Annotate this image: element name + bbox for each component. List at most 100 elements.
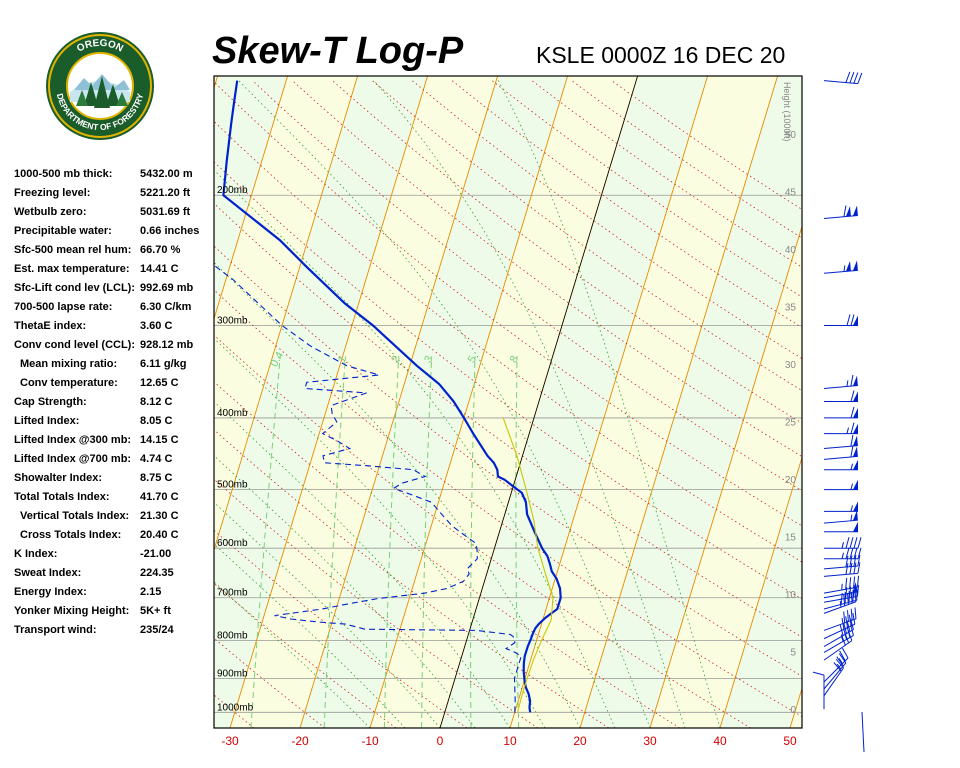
stat-label: K Index: [14, 548, 58, 560]
wind-barb-flag [845, 206, 851, 217]
station-time-label: KSLE 0000Z 16 DEC 20 [536, 42, 786, 68]
wind-barb-feather [853, 537, 858, 549]
wind-barb-feather [853, 547, 858, 559]
stat-value: 6.11 g/kg [140, 358, 187, 370]
mixing-ratio-line [323, 356, 346, 728]
wind-barb [824, 521, 858, 533]
wind-barb-feather [845, 71, 851, 83]
wind-barb-feather [850, 608, 853, 621]
page-title: Skew-T Log-P [212, 30, 464, 72]
moist-adiabat-line [214, 261, 581, 728]
stat-value: 224.35 [140, 567, 174, 579]
wind-barb-half-feather [850, 483, 853, 490]
moist-adiabat-line [214, 169, 616, 728]
wind-barb-flag [853, 501, 858, 512]
dry-adiabat-line [372, 80, 802, 392]
dry-adiabat-line [214, 202, 802, 638]
wind-barb-staff [823, 657, 849, 683]
wind-barb [824, 422, 858, 435]
wind-barb-staff [823, 640, 853, 661]
wind-barb-feather [849, 547, 854, 559]
isotherm-line [0, 76, 78, 728]
wind-barb [824, 459, 858, 471]
wind-barb [823, 374, 858, 390]
wind-barb-feather [812, 671, 825, 676]
stat-row: Sfc-Lift cond lev (LCL): 992.69 mb [14, 282, 214, 301]
mixing-ratio-line [250, 356, 281, 728]
wind-barb-staff [823, 591, 858, 599]
wind-barb-staff [823, 601, 857, 614]
wind-barb-staff [823, 519, 858, 524]
wind-barb-staff [823, 618, 857, 631]
wind-barb-feather [846, 314, 851, 326]
stat-label: Freezing level: [14, 187, 91, 199]
stat-row: Lifted Index @700 mb: 4.74 C [14, 453, 214, 472]
wind-barb-staff [823, 667, 844, 697]
stat-row: Transport wind: 235/24 [14, 624, 214, 643]
logo-ring-gold [48, 34, 152, 138]
stat-label: Precipitable water: [14, 225, 112, 237]
logo-seal: OREGON DEPARTMENT OF FORESTRY [46, 32, 154, 140]
stat-label: Cap Strength: [14, 396, 87, 408]
height-tick-label: 15 [785, 533, 797, 544]
moist-adiabat-line [214, 401, 511, 728]
wind-barb-flag [852, 375, 858, 386]
pressure-label: 600mb [217, 538, 248, 549]
wind-barb-staff [823, 445, 858, 450]
stat-row: Lifted Index @300 mb: 14.15 C [14, 434, 214, 453]
dry-adiabat-line [214, 429, 610, 728]
oregon-forestry-logo: OREGON DEPARTMENT OF FORESTRY [44, 30, 156, 142]
stat-value: 5031.69 ft [140, 206, 191, 218]
wind-barb-feather [845, 547, 850, 559]
logo-tree-icon [116, 92, 128, 106]
stat-row: Mean mixing ratio: 6.11 g/kg [14, 358, 214, 377]
wind-barb-half-feather [846, 380, 849, 387]
wind-barb [824, 537, 862, 549]
moist-adiabat-line [214, 455, 476, 728]
stat-row: Freezing level: 5221.20 ft [14, 187, 214, 206]
x-tick-label: 10 [503, 734, 517, 748]
isotherm-line [789, 686, 802, 728]
stat-value: 14.41 C [140, 263, 179, 275]
wind-barb-feather [857, 537, 862, 549]
stat-value: 928.12 mb [140, 339, 194, 351]
wind-barb-feather [839, 650, 846, 662]
wind-barb-feather [857, 562, 861, 574]
wind-barb-feather [850, 406, 855, 419]
wind-barb-half-feather [846, 427, 849, 434]
wind-barb-staff [823, 662, 847, 690]
wind-barb [823, 205, 858, 219]
wind-barb-half-feather [843, 265, 846, 272]
dry-adiabat-line [214, 478, 539, 728]
pressure-label: 1000mb [217, 702, 254, 713]
stat-row: Sfc-500 mean rel hum: 66.70 % [14, 244, 214, 263]
stat-label: ThetaE index: [14, 320, 87, 332]
stat-row: Est. max temperature: 14.41 C [14, 263, 214, 282]
wind-barb-feather [850, 390, 855, 402]
stat-row: K Index: -21.00 [14, 548, 214, 567]
isotherm-line [719, 455, 802, 728]
wind-barb [824, 390, 858, 402]
mixing-ratio-line [383, 356, 400, 728]
wind-barb [823, 510, 858, 524]
logo-tree-icon [94, 76, 110, 108]
stat-value: 8.75 C [140, 472, 173, 484]
temperature-band [510, 76, 778, 728]
stat-value: 6.30 C/km [140, 301, 192, 313]
stat-row: Wetbulb zero: 5031.69 ft [14, 206, 214, 225]
stat-value: 5221.20 ft [140, 187, 191, 199]
height-tick-label: 50 [785, 130, 797, 141]
stat-label: Lifted Index @300 mb: [14, 434, 132, 446]
wind-barb [823, 607, 857, 631]
isotherm-line [369, 76, 569, 728]
dry-adiabat-line [214, 245, 802, 677]
dry-adiabat-line [214, 120, 802, 563]
wind-barb-staff [823, 565, 858, 570]
wind-barb [824, 314, 858, 326]
wind-barb-feather [849, 72, 855, 84]
wind-barb-flag [853, 459, 858, 470]
wind-barb-half-feather [841, 552, 844, 559]
stat-row: Cap Strength: 8.12 C [14, 396, 214, 415]
wind-barb-staff [823, 599, 857, 610]
wind-barb-feather [857, 547, 862, 559]
